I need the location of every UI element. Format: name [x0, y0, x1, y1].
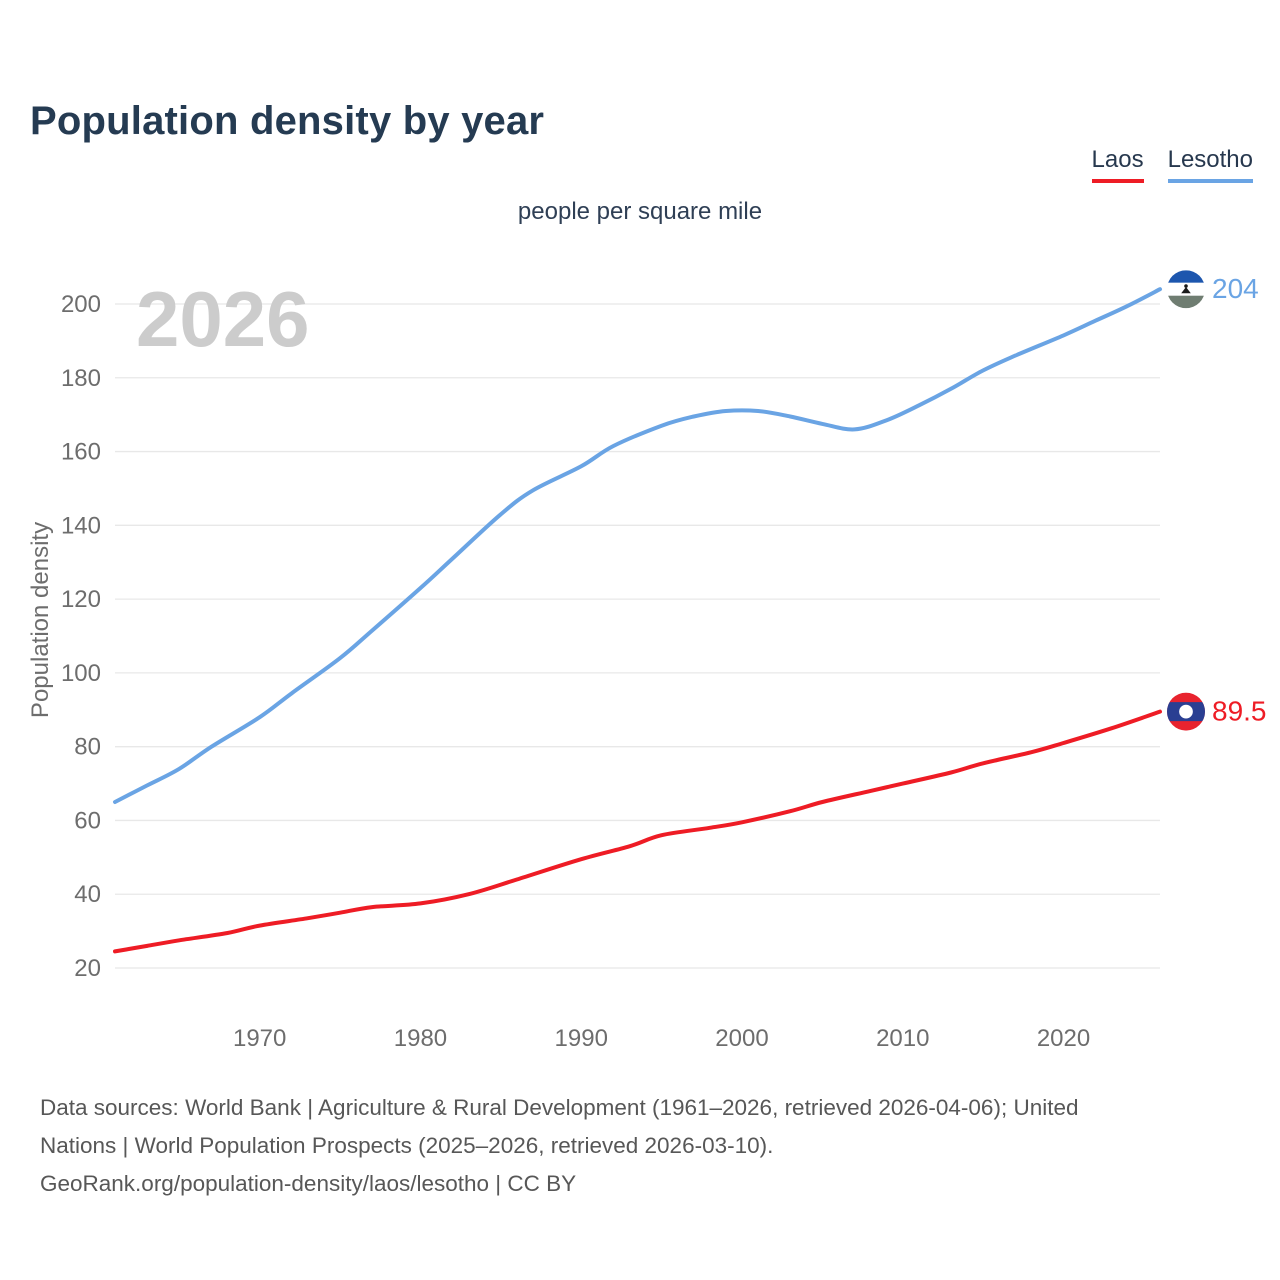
- x-tick-label-1970: 1970: [233, 1025, 286, 1052]
- y-tick-label-100: 100: [61, 660, 101, 687]
- footer: Data sources: World Bank | Agriculture &…: [40, 1089, 1250, 1203]
- lesotho-line[interactable]: [113, 287, 1162, 804]
- legend-item-laos[interactable]: Laos: [1091, 146, 1144, 183]
- x-tick-label-2000: 2000: [715, 1025, 768, 1052]
- y-tick-label-60: 60: [74, 807, 101, 834]
- laos-line[interactable]: [113, 709, 1162, 954]
- laos-flag-icon: [1167, 692, 1205, 731]
- laos-end-value-label: 89.5: [1212, 696, 1267, 727]
- x-tick-label-1990: 1990: [555, 1025, 608, 1052]
- y-tick-label-140: 140: [61, 512, 101, 539]
- y-tick-label-160: 160: [61, 439, 101, 466]
- y-tick-label-120: 120: [61, 586, 101, 613]
- footer-line-1: Data sources: World Bank | Agriculture &…: [40, 1095, 1079, 1120]
- y-tick-label-40: 40: [74, 881, 101, 908]
- x-tick-label-2010: 2010: [876, 1025, 929, 1052]
- y-tick-label-180: 180: [61, 365, 101, 392]
- y-tick-label-80: 80: [74, 734, 101, 761]
- y-tick-label-200: 200: [61, 291, 101, 318]
- lesotho-end-value-label: 204: [1212, 273, 1259, 304]
- footer-line-3: GeoRank.org/population-density/laos/leso…: [40, 1171, 577, 1196]
- legend: Laos Lesotho: [1091, 146, 1253, 183]
- y-axis-title: Population density: [27, 522, 54, 718]
- watermark-year: 2026: [136, 275, 310, 363]
- chart-unit-subtitle: people per square mile: [517, 198, 763, 225]
- y-tick-label-20: 20: [74, 955, 101, 982]
- footer-line-2: Nations | World Population Prospects (20…: [40, 1133, 774, 1158]
- x-tick-label-1980: 1980: [394, 1025, 447, 1052]
- lesotho-flag-icon: [1167, 270, 1205, 309]
- legend-item-lesotho[interactable]: Lesotho: [1167, 146, 1253, 183]
- x-tick-label-2020: 2020: [1037, 1025, 1090, 1052]
- page-title: Population density by year: [30, 98, 545, 143]
